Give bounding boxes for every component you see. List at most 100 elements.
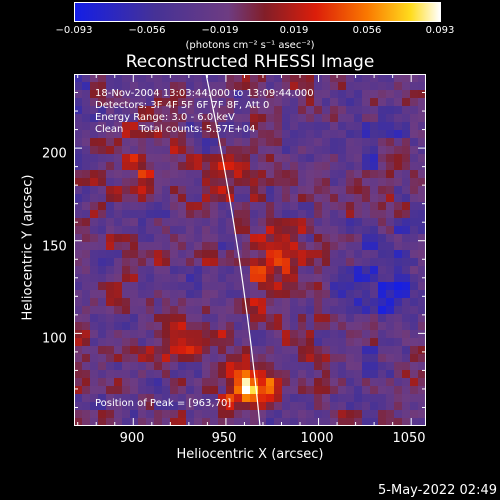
- heatmap-cell: [194, 130, 203, 139]
- heatmap-cell: [114, 226, 123, 235]
- heatmap-cell: [170, 346, 179, 355]
- heatmap-cell: [402, 282, 411, 291]
- heatmap-cell: [266, 378, 275, 387]
- heatmap-cell: [170, 354, 179, 363]
- heatmap-cell: [322, 410, 331, 419]
- heatmap-cell: [122, 362, 131, 371]
- heatmap-cell: [202, 274, 211, 283]
- heatmap-cell: [402, 154, 411, 163]
- heatmap-cell: [114, 378, 123, 387]
- heatmap-cell: [242, 186, 251, 195]
- heatmap-cell: [418, 98, 426, 107]
- heatmap-cell: [202, 386, 211, 395]
- heatmap-cell: [314, 378, 323, 387]
- heatmap-cell: [146, 98, 155, 107]
- heatmap-cell: [138, 290, 147, 299]
- heatmap-cell: [402, 194, 411, 203]
- heatmap-cell: [122, 154, 131, 163]
- heatmap-cell: [418, 74, 426, 83]
- heatmap-cell: [386, 330, 395, 339]
- heatmap-cell: [290, 202, 299, 211]
- heatmap-cell: [290, 402, 299, 411]
- heatmap-cell: [138, 210, 147, 219]
- heatmap-cell: [106, 74, 115, 83]
- heatmap-cell: [314, 242, 323, 251]
- heatmap-cell: [98, 354, 107, 363]
- heatmap-cell: [146, 210, 155, 219]
- heatmap-cell: [298, 282, 307, 291]
- heatmap-cell: [306, 386, 315, 395]
- heatmap-cell: [402, 378, 411, 387]
- heatmap-cell: [402, 354, 411, 363]
- heatmap-cell: [98, 298, 107, 307]
- heatmap-cell: [354, 114, 363, 123]
- heatmap-cell: [170, 402, 179, 411]
- heatmap-cell: [354, 362, 363, 371]
- heatmap-cell: [202, 354, 211, 363]
- heatmap-cell: [290, 266, 299, 275]
- heatmap-cell: [418, 354, 426, 363]
- heatmap-cell: [378, 330, 387, 339]
- heatmap-cell: [282, 162, 291, 171]
- heatmap-cell: [314, 218, 323, 227]
- heatmap-cell: [346, 170, 355, 179]
- heatmap-cell: [418, 362, 426, 371]
- heatmap-cell: [370, 242, 379, 251]
- heatmap-cell: [130, 306, 139, 315]
- heatmap-cell: [378, 226, 387, 235]
- heatmap-cell: [90, 258, 99, 267]
- heatmap-cell: [202, 138, 211, 147]
- heatmap-cell: [122, 122, 131, 131]
- heatmap-cell: [138, 402, 147, 411]
- heatmap-cell: [98, 346, 107, 355]
- heatmap-cell: [282, 258, 291, 267]
- heatmap-cell: [138, 234, 147, 243]
- x-tick-label: 950: [211, 431, 237, 446]
- heatmap-cell: [74, 226, 83, 235]
- heatmap-cell: [394, 186, 403, 195]
- heatmap-cell: [338, 402, 347, 411]
- heatmap-cell: [370, 362, 379, 371]
- heatmap-cell: [338, 178, 347, 187]
- heatmap-cell: [282, 282, 291, 291]
- heatmap-cell: [290, 226, 299, 235]
- heatmap-cell: [74, 90, 83, 99]
- heatmap-cell: [122, 346, 131, 355]
- heatmap-cell: [362, 338, 371, 347]
- heatmap-cell: [226, 210, 235, 219]
- heatmap-cell: [394, 322, 403, 331]
- heatmap-cell: [274, 178, 283, 187]
- heatmap-cell: [210, 306, 219, 315]
- heatmap-cell: [346, 282, 355, 291]
- heatmap-cell: [394, 130, 403, 139]
- heatmap-cell: [338, 138, 347, 147]
- heatmap-cell: [266, 282, 275, 291]
- heatmap-cell: [250, 74, 259, 83]
- heatmap-cell: [234, 354, 243, 363]
- heatmap-cell: [90, 234, 99, 243]
- heatmap-cell: [290, 386, 299, 395]
- heatmap-cell: [290, 250, 299, 259]
- heatmap-cell: [162, 250, 171, 259]
- heatmap-cell: [114, 418, 123, 426]
- heatmap-cell: [74, 282, 83, 291]
- heatmap-cell: [330, 266, 339, 275]
- heatmap-cell: [346, 266, 355, 275]
- heatmap-cell: [258, 346, 267, 355]
- heatmap-cell: [362, 114, 371, 123]
- heatmap-cell: [226, 114, 235, 123]
- heatmap-cell: [146, 386, 155, 395]
- heatmap-cell: [218, 314, 227, 323]
- heatmap-cell: [354, 82, 363, 91]
- heatmap-cell: [250, 266, 259, 275]
- heatmap-cell: [114, 354, 123, 363]
- heatmap-cell: [370, 290, 379, 299]
- heatmap-cell: [410, 210, 419, 219]
- heatmap-cell: [298, 418, 307, 426]
- heatmap-cell: [298, 258, 307, 267]
- heatmap-cell: [298, 346, 307, 355]
- heatmap-cell: [114, 306, 123, 315]
- heatmap-cell: [162, 194, 171, 203]
- heatmap-cell: [314, 234, 323, 243]
- heatmap-cell: [154, 210, 163, 219]
